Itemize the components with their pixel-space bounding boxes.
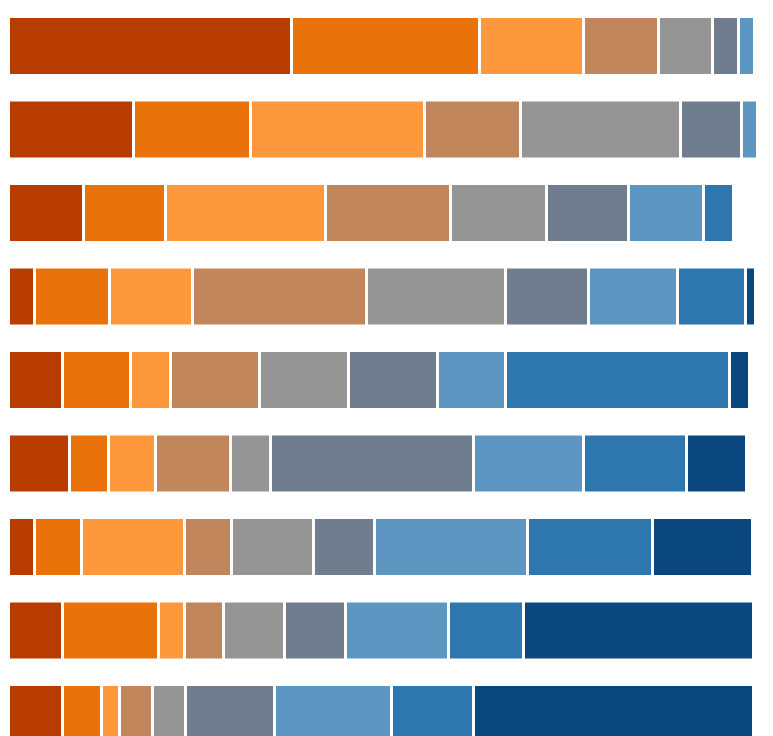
bar-segment-row6-series1 — [10, 435, 68, 492]
bar-segment-row8-series5 — [225, 602, 283, 659]
bar-segment-row6-series5 — [232, 435, 269, 492]
bar-segment-row9-series5 — [154, 686, 184, 736]
bar-segment-row3-series1 — [10, 185, 82, 241]
bar-segment-row9-series2 — [64, 686, 100, 736]
bar-segment-row2-series2 — [135, 101, 249, 158]
bar-segment-row3-series2 — [85, 185, 164, 241]
bar-segment-row8-series9 — [525, 602, 752, 659]
bar-segment-row5-series9 — [731, 352, 748, 408]
bar-segment-row3-series5 — [452, 185, 545, 241]
bar-segment-row6-series8 — [585, 435, 685, 492]
bar-segment-row9-series7 — [276, 686, 390, 736]
bar-segment-row2-series1 — [10, 101, 132, 158]
bar-row-3 — [10, 185, 732, 241]
bar-segment-row9-series4 — [121, 686, 151, 736]
bar-row-8 — [10, 602, 752, 659]
bar-segment-row5-series3 — [132, 352, 169, 408]
bar-segment-row7-series7 — [376, 519, 526, 575]
bar-segment-row2-series6 — [682, 101, 740, 158]
bar-segment-row5-series2 — [64, 352, 129, 408]
bar-segment-row1-series4 — [585, 18, 657, 74]
bar-segment-row3-series8 — [705, 185, 732, 241]
bar-segment-row6-series2 — [71, 435, 107, 492]
bar-segment-row5-series8 — [507, 352, 728, 408]
bar-segment-row8-series3 — [160, 602, 183, 659]
bar-segment-row9-series1 — [10, 686, 61, 736]
bar-segment-row5-series6 — [350, 352, 436, 408]
bar-segment-row2-series3 — [252, 101, 423, 158]
bar-row-9 — [10, 686, 752, 736]
bar-segment-row8-series6 — [286, 602, 344, 659]
bar-segment-row4-series8 — [679, 268, 744, 325]
bar-segment-row5-series4 — [172, 352, 258, 408]
bar-segment-row7-series3 — [83, 519, 183, 575]
bar-segment-row4-series3 — [111, 268, 191, 325]
bar-row-5 — [10, 352, 748, 408]
bar-segment-row9-series3 — [103, 686, 118, 736]
bar-row-2 — [10, 101, 756, 158]
bar-segment-row9-series9 — [475, 686, 752, 736]
bar-segment-row4-series9 — [747, 268, 754, 325]
bar-segment-row3-series6 — [548, 185, 627, 241]
bar-segment-row6-series6 — [272, 435, 472, 492]
bar-segment-row7-series2 — [36, 519, 80, 575]
bar-segment-row7-series8 — [529, 519, 651, 575]
bar-segment-row4-series6 — [507, 268, 587, 325]
bar-segment-row8-series8 — [450, 602, 522, 659]
bar-row-6 — [10, 435, 745, 492]
bar-segment-row7-series1 — [10, 519, 33, 575]
bar-segment-row2-series4 — [426, 101, 519, 158]
bar-segment-row6-series7 — [475, 435, 582, 492]
bar-segment-row6-series3 — [110, 435, 154, 492]
bar-segment-row7-series5 — [233, 519, 312, 575]
bar-segment-row8-series1 — [10, 602, 61, 659]
bar-segment-row3-series4 — [327, 185, 449, 241]
bar-segment-row9-series6 — [187, 686, 273, 736]
bar-row-1 — [10, 18, 753, 74]
bar-segment-row1-series5 — [660, 18, 711, 74]
bar-segment-row8-series4 — [186, 602, 222, 659]
bar-row-7 — [10, 519, 751, 575]
bar-segment-row1-series3 — [481, 18, 582, 74]
bar-segment-row4-series5 — [368, 268, 504, 325]
bar-segment-row1-series2 — [293, 18, 478, 74]
bar-segment-row9-series8 — [393, 686, 472, 736]
bar-segment-row1-series1 — [10, 18, 290, 74]
bar-segment-row3-series7 — [630, 185, 702, 241]
bar-segment-row4-series2 — [36, 268, 108, 325]
bar-segment-row4-series1 — [10, 268, 33, 325]
bar-segment-row7-series9 — [654, 519, 751, 575]
bar-segment-row2-series7 — [743, 101, 756, 158]
bar-segment-row4-series4 — [194, 268, 365, 325]
bar-segment-row7-series6 — [315, 519, 373, 575]
bar-segment-row3-series3 — [167, 185, 324, 241]
bar-segment-row7-series4 — [186, 519, 230, 575]
bar-segment-row1-series6 — [714, 18, 737, 74]
bar-segment-row5-series5 — [261, 352, 347, 408]
bar-segment-row6-series4 — [157, 435, 229, 492]
bar-segment-row5-series7 — [439, 352, 504, 408]
bar-segment-row4-series7 — [590, 268, 676, 325]
bar-segment-row1-series7 — [740, 18, 753, 74]
bar-segment-row8-series7 — [347, 602, 447, 659]
bar-segment-row8-series2 — [64, 602, 157, 659]
bar-segment-row5-series1 — [10, 352, 61, 408]
bar-row-4 — [10, 268, 754, 325]
bar-segment-row6-series9 — [688, 435, 745, 492]
bar-segment-row2-series5 — [522, 101, 679, 158]
